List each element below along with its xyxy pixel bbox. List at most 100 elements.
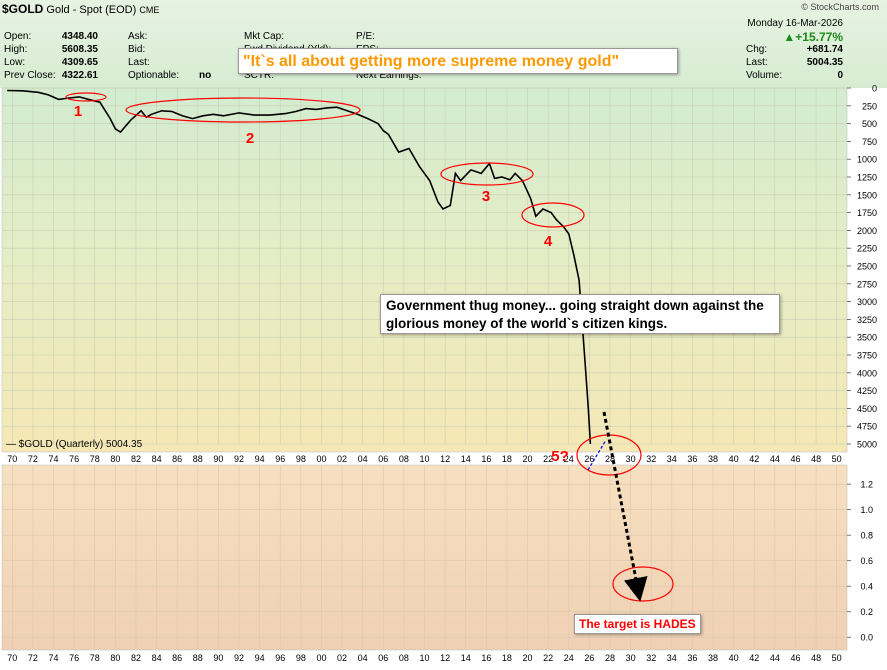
bottom-x-tick-35: 40 [729, 653, 739, 663]
quote-value-3: 4322.61 [61, 70, 98, 81]
lower-y-tick-1: 1.0 [860, 505, 873, 515]
upper-y-tick-6: 1500 [857, 190, 877, 200]
bottom-x-tick-10: 90 [213, 653, 223, 663]
middle-x-tick-28: 26 [584, 454, 594, 464]
exchange: CME [139, 5, 160, 15]
quote-label-3: Prev Close: [4, 70, 56, 81]
bottom-x-tick-24: 18 [502, 653, 512, 663]
middle-x-tick-12: 94 [255, 454, 265, 464]
upper-grid [2, 87, 847, 445]
symbol: $GOLD [2, 2, 44, 16]
quote-mid-label-0: Ask: [128, 31, 148, 42]
bottom-x-tick-34: 38 [708, 653, 718, 663]
quote-mid-label-2: Last: [128, 57, 150, 68]
volume-value: 0 [837, 70, 843, 81]
percent-change: ▲+15.77% [783, 30, 843, 44]
middle-x-tick-31: 32 [646, 454, 656, 464]
upper-y-tick-20: 5000 [857, 440, 877, 450]
middle-x-tick-4: 78 [90, 454, 100, 464]
middle-x-tick-24: 18 [502, 454, 512, 464]
lower-y-tick-3: 0.6 [860, 556, 873, 566]
middle-x-tick-13: 96 [275, 454, 285, 464]
bottom-x-tick-22: 14 [461, 653, 471, 663]
bottom-x-tick-17: 04 [358, 653, 368, 663]
lower-y-tick-0: 1.2 [860, 480, 873, 490]
wave-ellipse-2 [125, 97, 361, 123]
bottom-x-tick-8: 86 [172, 653, 182, 663]
lower-y-tick-6: 0.0 [860, 633, 873, 643]
upper-y-tick-11: 2750 [857, 279, 877, 289]
middle-x-tick-3: 76 [69, 454, 79, 464]
optionable-value: no [199, 70, 212, 81]
middle-x-tick-29: 28 [605, 454, 615, 464]
upper-y-tick-8: 2000 [857, 226, 877, 236]
middle-x-tick-11: 92 [234, 454, 244, 464]
symbol-description: Gold - Spot (EOD) [46, 4, 137, 16]
bottom-x-tick-27: 24 [564, 653, 574, 663]
quote-value-0: 4348.40 [61, 31, 98, 42]
lower-y-tick-5: 0.2 [860, 607, 873, 617]
last-label: Last: [746, 57, 768, 68]
quote-label-0: Open: [4, 31, 32, 42]
middle-x-tick-18: 06 [378, 454, 388, 464]
bottom-x-tick-16: 02 [337, 653, 347, 663]
bottom-x-tick-13: 96 [275, 653, 285, 663]
middle-x-tick-8: 86 [172, 454, 182, 464]
quote-label-2: Low: [4, 57, 26, 68]
upper-y-tick-1: 250 [862, 101, 877, 111]
upper-y-tick-3: 750 [862, 137, 877, 147]
upper-y-tick-18: 4500 [857, 404, 877, 414]
quote-mid-label-1: Bid: [128, 44, 146, 55]
series-legend: — $GOLD (Quarterly) 5004.35 [6, 439, 143, 450]
quote-value-1: 5608.35 [61, 44, 98, 55]
lower-y-tick-4: 0.4 [860, 582, 873, 592]
bottom-x-tick-37: 44 [770, 653, 780, 663]
middle-x-tick-22: 14 [461, 454, 471, 464]
bottom-x-tick-25: 20 [523, 653, 533, 663]
bottom-x-tick-2: 74 [49, 653, 59, 663]
bottom-x-tick-14: 98 [296, 653, 306, 663]
lower-y-axis: 1.2 1.0 0.8 0.6 0.4 0.2 0.0 [847, 480, 873, 643]
bottom-x-tick-0: 70 [7, 653, 17, 663]
middle-x-tick-30: 30 [626, 454, 636, 464]
price-series-line [7, 89, 592, 445]
bottom-x-tick-38: 46 [790, 653, 800, 663]
bottom-x-tick-6: 82 [131, 653, 141, 663]
upper-y-tick-13: 3250 [857, 315, 877, 325]
middle-x-tick-14: 98 [296, 454, 306, 464]
middle-x-tick-15: 00 [316, 454, 326, 464]
quote-mid3-label-3: Next Earnings: [356, 70, 422, 81]
upper-y-tick-9: 2250 [857, 244, 877, 254]
bottom-x-tick-18: 06 [378, 653, 388, 663]
bottom-x-tick-23: 16 [481, 653, 491, 663]
bottom-x-tick-29: 28 [605, 653, 615, 663]
headline-callout: "It`s all about getting more supreme mon… [238, 48, 678, 74]
middle-x-tick-36: 42 [749, 454, 759, 464]
wave-label-5: 5? [551, 448, 569, 465]
middle-x-tick-27: 24 [564, 454, 574, 464]
bottom-x-tick-26: 22 [543, 653, 553, 663]
middle-x-tick-23: 16 [481, 454, 491, 464]
middle-x-tick-0: 70 [7, 454, 17, 464]
middle-x-tick-1: 72 [28, 454, 38, 464]
lower-grid [2, 465, 847, 650]
middle-x-tick-38: 46 [790, 454, 800, 464]
bottom-x-tick-32: 34 [667, 653, 677, 663]
upper-y-tick-19: 4750 [857, 422, 877, 432]
quote-date: Monday 16-Mar-2026 [747, 18, 843, 29]
middle-x-tick-10: 90 [213, 454, 223, 464]
bottom-x-tick-7: 84 [152, 653, 162, 663]
middle-x-tick-35: 40 [729, 454, 739, 464]
bottom-x-tick-1: 72 [28, 653, 38, 663]
upper-y-tick-2: 500 [862, 119, 877, 129]
wave-ellipse-1 [65, 92, 107, 102]
bottom-x-tick-39: 48 [811, 653, 821, 663]
wave-label-2: 2 [246, 130, 254, 147]
bottom-x-tick-40: 50 [832, 653, 842, 663]
bottom-x-tick-3: 76 [69, 653, 79, 663]
bottom-x-tick-12: 94 [255, 653, 265, 663]
middle-x-tick-39: 48 [811, 454, 821, 464]
middle-x-tick-21: 12 [440, 454, 450, 464]
change-label: Chg: [746, 44, 768, 55]
